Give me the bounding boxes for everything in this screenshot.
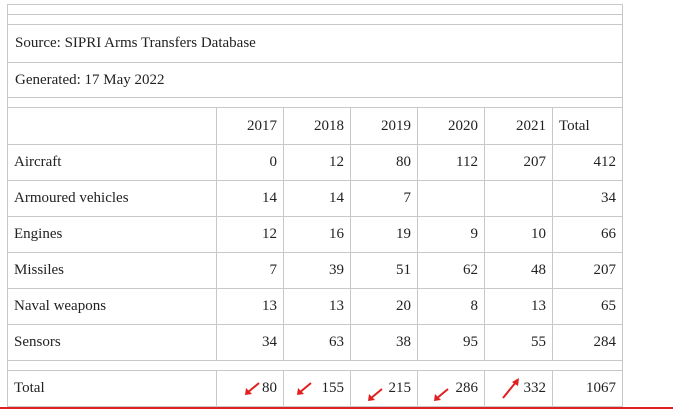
row-label: Armoured vehicles [7,180,217,217]
table-row: Missiles 7 39 51 62 48 207 [7,252,624,289]
header-cell-2017: 2017 [216,107,284,145]
total-cell-2018: 155 [283,370,351,407]
row-label: Sensors [7,324,217,361]
header-row: 2017 2018 2019 2020 2021 Total [7,107,624,145]
header-cell-2018: 2018 [283,107,351,145]
table-cell: 7 [216,252,284,289]
table-cell: 13 [484,288,553,325]
table-cell: 20 [350,288,418,325]
spacer-row [6,4,624,15]
red-arrow-icon [245,382,260,395]
row-label: Aircraft [7,144,217,181]
header-cell-total: Total [551,107,624,145]
table-cell: 63 [283,324,351,361]
table-row: Armoured vehicles 14 14 7 34 [7,180,624,217]
table-cell: 8 [417,288,485,325]
header-cell-2019: 2019 [350,107,418,145]
spacer-row [6,360,624,371]
table-cell [417,180,485,217]
total-row: Total 80 155 215 286 332 1067 [7,370,624,407]
table-cell: 7 [350,180,418,217]
spacer-row [6,14,624,25]
table-cell: 207 [484,144,553,181]
table-cell: 13 [216,288,284,325]
table-row: Aircraft 0 12 80 112 207 412 [7,144,624,181]
table-cell: 95 [417,324,485,361]
row-total-cell: 412 [551,144,624,181]
table-cell: 9 [417,216,485,253]
table-cell: 80 [350,144,418,181]
red-arrow-icon [502,378,519,399]
row-label: Engines [7,216,217,253]
row-total-cell: 34 [551,180,624,217]
row-total-cell: 66 [551,216,624,253]
table-cell: 10 [484,216,553,253]
row-total-cell: 65 [551,288,624,325]
source-note: Source: SIPRI Arms Transfers Database [6,24,624,63]
table-cell: 51 [350,252,418,289]
row-total-cell: 284 [551,324,624,361]
table-cell: 112 [417,144,485,181]
table-cell: 13 [283,288,351,325]
grand-total-cell: 1067 [551,370,624,407]
table-cell: 14 [216,180,284,217]
row-total-cell: 207 [551,252,624,289]
header-cell-2020: 2020 [417,107,485,145]
table-cell: 48 [484,252,553,289]
table-cell: 12 [216,216,284,253]
red-arrow-icon [368,388,383,401]
table-cell: 34 [216,324,284,361]
table-cell: 16 [283,216,351,253]
table-row: Sensors 34 63 38 95 55 284 [7,324,624,361]
table-cell: 38 [350,324,418,361]
total-cell-2019: 215 [350,370,418,407]
red-arrow-icon [297,382,312,395]
row-label: Naval weapons [7,288,217,325]
table-cell: 14 [283,180,351,217]
table-cell: 12 [283,144,351,181]
header-cell [7,107,217,145]
arms-transfers-table: Source: SIPRI Arms Transfers Database Ge… [6,4,624,407]
total-cell-2017: 80 [216,370,284,407]
row-label: Missiles [7,252,217,289]
spacer-row [6,97,624,108]
total-label: Total [7,370,217,407]
table-row: Engines 12 16 19 9 10 66 [7,216,624,253]
table-cell: 39 [283,252,351,289]
total-cell-2020: 286 [417,370,485,407]
table-cell: 19 [350,216,418,253]
table-row: Naval weapons 13 13 20 8 13 65 [7,288,624,325]
red-arrow-icon [434,388,449,401]
table-cell: 62 [417,252,485,289]
table-cell [484,180,553,217]
generated-date: Generated: 17 May 2022 [6,62,624,98]
header-cell-2021: 2021 [484,107,553,145]
table-cell: 55 [484,324,553,361]
table-cell: 0 [216,144,284,181]
red-underline-annotation [0,407,673,409]
